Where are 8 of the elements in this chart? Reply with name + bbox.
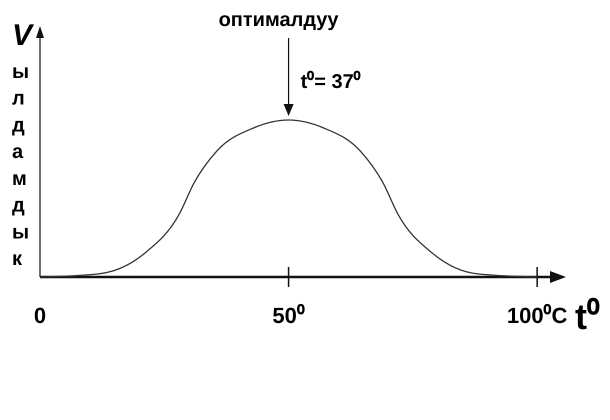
x-axis-title: t⁰: [575, 296, 600, 337]
x-tick-label: 50⁰: [272, 303, 305, 328]
x-tick-label: 100⁰C: [506, 303, 568, 328]
x-tick-label: 0: [34, 303, 46, 328]
text: оптималдуу: [218, 9, 340, 31]
text: t⁰= 37⁰: [300, 70, 361, 93]
text: ылдамдык: [12, 61, 30, 270]
y-axis-title: V: [12, 19, 35, 52]
